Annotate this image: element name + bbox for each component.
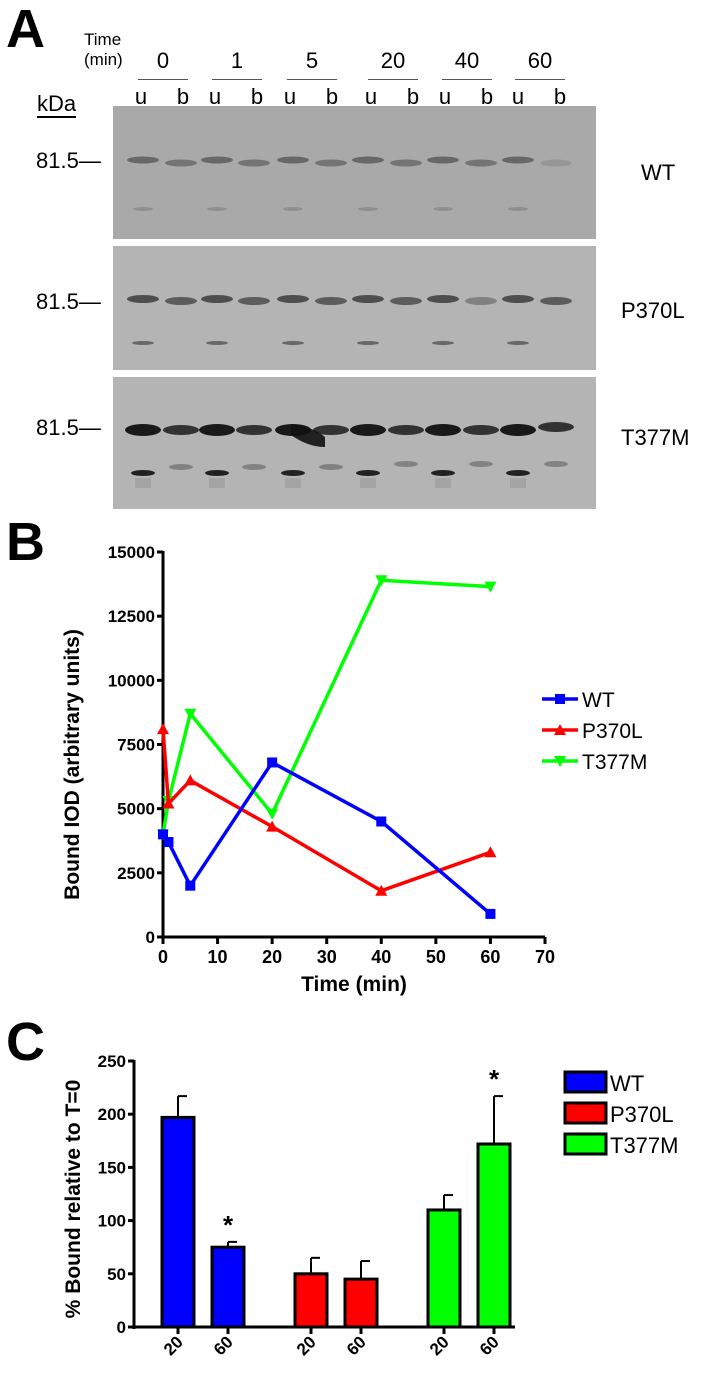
panel-b-letter: B bbox=[6, 512, 45, 572]
blot-label-wt: WT bbox=[641, 160, 676, 185]
legend-label: P370L bbox=[610, 1102, 674, 1127]
timepoint-label: 1 bbox=[230, 48, 244, 73]
timepoint-label: 60 bbox=[527, 48, 553, 73]
significance-marker: * bbox=[489, 1064, 500, 1094]
series-wt bbox=[158, 757, 496, 919]
legend-label: T377M bbox=[610, 1133, 678, 1158]
y-tick-label: 150 bbox=[98, 1158, 126, 1177]
blot-t377m-bands bbox=[125, 422, 574, 488]
panel-a-letter: A bbox=[6, 0, 45, 59]
marker-label-wt: 81.5— bbox=[36, 148, 101, 173]
legend: WT P370L T377M bbox=[542, 689, 647, 774]
legend: WT P370L T377M bbox=[563, 1070, 678, 1158]
legend-label: T377M bbox=[582, 751, 647, 774]
x-tick-label: 60 bbox=[210, 1332, 237, 1359]
x-tick-label: 0 bbox=[158, 947, 168, 967]
bars-wt: 20 60 * bbox=[160, 1095, 246, 1359]
lane-label-bound: b bbox=[553, 84, 567, 109]
lane-label-bound: b bbox=[406, 84, 420, 109]
x-tick-label: 50 bbox=[426, 947, 446, 967]
y-tick-label: 10000 bbox=[108, 671, 155, 690]
time-label-line2: (min) bbox=[84, 50, 123, 69]
x-tick-label: 30 bbox=[317, 947, 337, 967]
legend-label: WT bbox=[610, 1071, 644, 1096]
x-tick-label: 60 bbox=[343, 1332, 370, 1359]
lane-label-bound: b bbox=[250, 84, 264, 109]
panel-c-letter: C bbox=[6, 1012, 45, 1072]
y-axis-title: % Bound relative to T=0 bbox=[62, 1080, 85, 1319]
y-tick-label: 200 bbox=[98, 1105, 126, 1124]
timepoint-underline bbox=[287, 79, 337, 80]
time-label: Time (min) bbox=[84, 30, 123, 70]
timepoint-label: 40 bbox=[454, 48, 480, 73]
x-tick-label: 20 bbox=[293, 1332, 320, 1359]
x-tick-label: 70 bbox=[535, 947, 555, 967]
bar-chart-percent-bound: 0 50 100 150 200 250 % Bound relative to T=0 20… bbox=[62, 1052, 678, 1359]
line-chart-bound-iod: 0 2500 5000 7500 10000 12500 15000 0 10 20 30 40 50 6… bbox=[61, 543, 647, 996]
x-tick-label: 40 bbox=[371, 947, 391, 967]
timepoint-underline bbox=[368, 79, 418, 80]
y-tick-label: 100 bbox=[98, 1212, 126, 1231]
blot-wt bbox=[113, 106, 596, 239]
x-tick-label: 60 bbox=[480, 947, 500, 967]
x-tick-label: 20 bbox=[160, 1332, 187, 1359]
timepoint-underline bbox=[442, 79, 492, 80]
lane-label-bound: b bbox=[480, 84, 494, 109]
blot-p370l bbox=[113, 246, 596, 370]
y-tick-label: 0 bbox=[117, 1318, 126, 1337]
lane-label-unbound: u bbox=[134, 84, 148, 109]
y-tick-label: 2500 bbox=[117, 864, 155, 883]
time-label-line1: Time bbox=[84, 30, 122, 49]
lane-label-unbound: u bbox=[283, 84, 297, 109]
bars-p370l: 20 60 bbox=[293, 1256, 379, 1359]
lane-label-bound: b bbox=[325, 84, 339, 109]
blot-p370l-bands bbox=[127, 295, 572, 345]
y-tick-label: 15000 bbox=[108, 543, 155, 562]
y-tick-label: 0 bbox=[146, 928, 155, 947]
timepoint-label: 5 bbox=[305, 48, 319, 73]
y-tick-label: 5000 bbox=[117, 800, 155, 819]
blot-label-p370l: P370L bbox=[621, 298, 685, 323]
lane-label-bound: b bbox=[176, 84, 190, 109]
y-tick-label: 12500 bbox=[108, 607, 155, 626]
blot-wt-bands bbox=[127, 156, 572, 211]
y-tick-label: 7500 bbox=[117, 736, 155, 755]
timepoint-underline bbox=[515, 79, 565, 80]
timepoint-label: 20 bbox=[380, 48, 406, 73]
timepoint-label: 0 bbox=[156, 48, 170, 73]
x-tick-label: 10 bbox=[208, 947, 228, 967]
bars-t377m: 20 60 * bbox=[426, 1064, 512, 1359]
kda-label: kDa bbox=[37, 91, 77, 118]
blot-t377m bbox=[113, 377, 596, 509]
legend-label: P370L bbox=[582, 720, 643, 743]
x-axis-title: Time (min) bbox=[301, 973, 407, 996]
x-tick-label: 60 bbox=[476, 1332, 503, 1359]
series-t377m bbox=[157, 575, 497, 841]
x-tick-label: 20 bbox=[426, 1332, 453, 1359]
y-tick-label: 50 bbox=[107, 1265, 126, 1284]
significance-marker: * bbox=[223, 1210, 234, 1240]
lane-label-unbound: u bbox=[364, 84, 378, 109]
y-tick-label: 250 bbox=[98, 1052, 126, 1071]
series-p370l bbox=[157, 723, 497, 896]
axes: 0 2500 5000 7500 10000 12500 15000 0 10 20 30 40 50 6… bbox=[61, 543, 555, 996]
lane-label-unbound: u bbox=[511, 84, 525, 109]
lane-label-unbound: u bbox=[438, 84, 452, 109]
x-tick-label: 20 bbox=[262, 947, 282, 967]
marker-label-p370l: 81.5— bbox=[36, 289, 101, 314]
legend-label: WT bbox=[582, 689, 615, 712]
y-axis-title: Bound IOD (arbitrary units) bbox=[61, 629, 84, 900]
lane-label-unbound: u bbox=[208, 84, 222, 109]
timepoint-underline bbox=[212, 79, 262, 80]
timepoint-underline bbox=[138, 79, 188, 80]
blot-label-t377m: T377M bbox=[621, 425, 690, 450]
marker-label-t377m: 81.5— bbox=[36, 415, 101, 440]
